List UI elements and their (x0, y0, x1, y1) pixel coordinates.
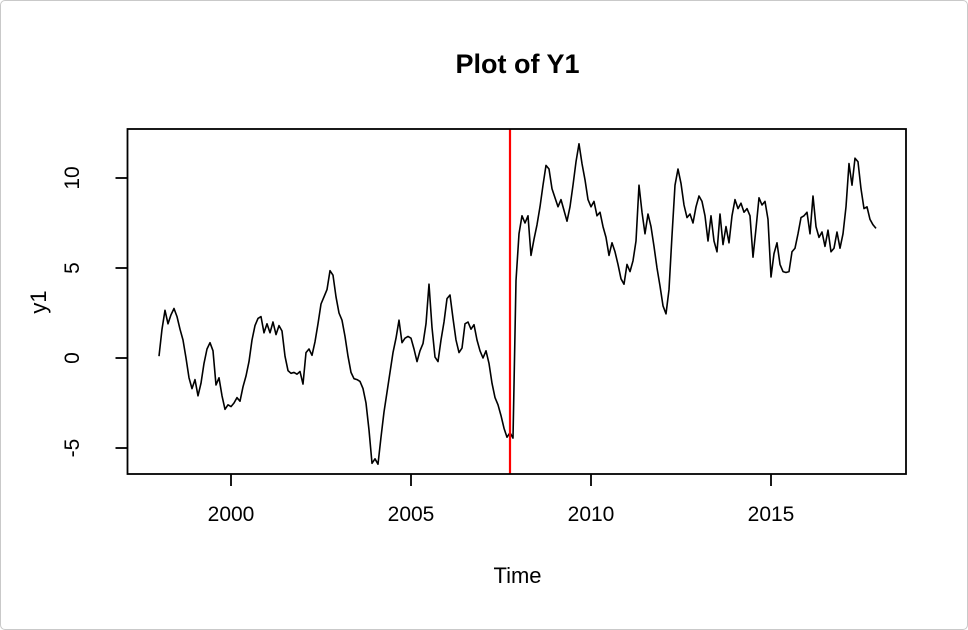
plot-box (126, 128, 907, 475)
x-tick-label: 2000 (208, 503, 255, 526)
y-tick-label: 0 (61, 352, 84, 364)
y-tick-label: 5 (61, 262, 84, 274)
y1-series-line (158, 143, 877, 466)
y-tick-label: -5 (61, 439, 84, 458)
y-axis-label: y1 (26, 290, 51, 314)
x-tick-label: 2005 (388, 503, 435, 526)
y-tick-label: 10 (61, 166, 84, 189)
chart-title: Plot of Y1 (455, 49, 580, 79)
x-tick-label: 2010 (568, 503, 615, 526)
x-axis-label: Time (493, 563, 542, 588)
x-tick-label: 2015 (748, 503, 795, 526)
